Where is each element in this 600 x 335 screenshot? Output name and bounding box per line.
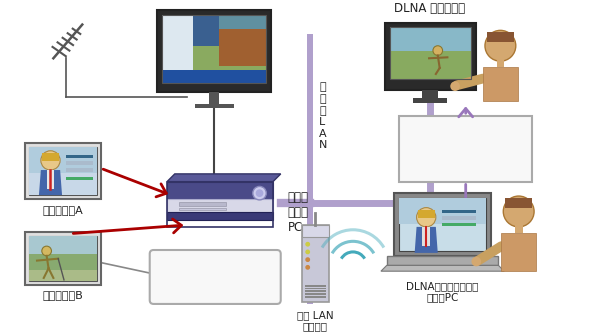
- Bar: [209, 92, 219, 104]
- Bar: [167, 212, 273, 220]
- Bar: [47, 170, 55, 189]
- Bar: [483, 67, 518, 101]
- Bar: [220, 15, 266, 28]
- Bar: [302, 225, 329, 237]
- Polygon shape: [415, 227, 438, 253]
- Bar: [302, 225, 329, 302]
- Circle shape: [305, 250, 310, 254]
- Bar: [389, 51, 472, 79]
- Circle shape: [503, 196, 534, 227]
- Bar: [305, 293, 326, 295]
- Bar: [389, 27, 472, 51]
- Bar: [422, 227, 430, 246]
- Bar: [387, 256, 499, 265]
- FancyBboxPatch shape: [150, 250, 281, 304]
- Polygon shape: [381, 265, 504, 271]
- Text: 録画番組を
２番組同時に
LAN 経由で配信: 録画番組を ２番組同時に LAN 経由で配信: [434, 127, 497, 170]
- Bar: [385, 23, 476, 90]
- Text: チャンネルB: チャンネルB: [43, 290, 83, 300]
- Circle shape: [305, 265, 310, 270]
- Bar: [442, 223, 476, 226]
- Bar: [179, 202, 226, 206]
- Bar: [157, 10, 271, 92]
- Text: 家
庭
内
L
A
N: 家 庭 内 L A N: [319, 82, 328, 150]
- Text: 無線 LAN
ルーター: 無線 LAN ルーター: [297, 310, 334, 331]
- Bar: [413, 98, 448, 103]
- Bar: [394, 193, 491, 256]
- Bar: [29, 174, 97, 195]
- Bar: [307, 34, 313, 304]
- Polygon shape: [167, 174, 281, 182]
- Bar: [29, 147, 97, 174]
- Bar: [399, 116, 532, 182]
- Circle shape: [485, 30, 516, 61]
- Bar: [505, 198, 532, 208]
- Polygon shape: [39, 170, 62, 195]
- Circle shape: [41, 151, 60, 170]
- Text: DLNA 対応テレビ: DLNA 対応テレビ: [394, 2, 466, 15]
- Bar: [502, 232, 536, 271]
- Bar: [167, 182, 273, 227]
- Circle shape: [253, 186, 266, 200]
- Circle shape: [305, 242, 310, 247]
- Bar: [25, 143, 101, 199]
- Bar: [66, 168, 93, 172]
- Bar: [487, 32, 514, 42]
- Text: デジタル放送を
２番組同時に録画: デジタル放送を ２番組同時に録画: [187, 263, 243, 291]
- Bar: [29, 236, 97, 254]
- Bar: [497, 59, 504, 67]
- Bar: [29, 254, 97, 269]
- Bar: [305, 290, 326, 292]
- Bar: [418, 209, 435, 218]
- Bar: [442, 216, 476, 220]
- Bar: [162, 15, 193, 70]
- Bar: [305, 296, 326, 298]
- Bar: [162, 15, 266, 46]
- Text: DLNAクライアントが
入ったPC: DLNAクライアントが 入ったPC: [406, 281, 479, 303]
- Bar: [42, 153, 59, 161]
- Circle shape: [450, 81, 460, 91]
- Bar: [399, 198, 486, 224]
- Bar: [422, 90, 438, 98]
- Bar: [29, 147, 97, 195]
- Bar: [305, 287, 326, 289]
- Bar: [162, 70, 266, 83]
- Bar: [167, 182, 273, 199]
- Text: チャンネルA: チャンネルA: [43, 205, 83, 215]
- Circle shape: [305, 257, 310, 262]
- Bar: [29, 236, 97, 281]
- Bar: [195, 104, 233, 109]
- Bar: [389, 27, 472, 79]
- Circle shape: [42, 246, 52, 256]
- Bar: [442, 209, 476, 213]
- Bar: [66, 177, 93, 180]
- Circle shape: [472, 257, 481, 266]
- Circle shape: [416, 208, 436, 227]
- Circle shape: [433, 46, 443, 55]
- Bar: [66, 155, 93, 158]
- Bar: [162, 15, 266, 83]
- Bar: [167, 199, 273, 212]
- Bar: [25, 232, 101, 285]
- Bar: [179, 208, 226, 210]
- Text: ホーム
サーバ
PC: ホーム サーバ PC: [287, 191, 308, 234]
- Bar: [29, 269, 97, 281]
- Bar: [399, 198, 486, 251]
- Bar: [515, 225, 523, 232]
- Bar: [66, 161, 93, 165]
- Bar: [220, 28, 266, 66]
- Bar: [162, 46, 266, 70]
- Bar: [305, 285, 326, 287]
- Circle shape: [256, 189, 263, 197]
